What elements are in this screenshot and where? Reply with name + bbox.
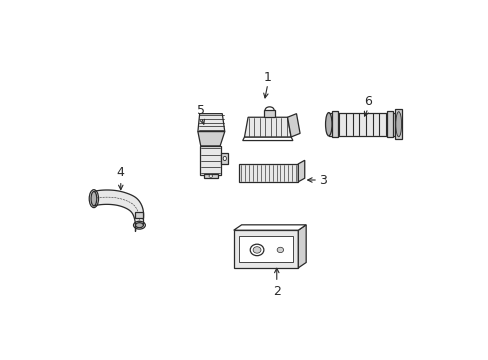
- Ellipse shape: [223, 156, 226, 161]
- Ellipse shape: [395, 112, 401, 137]
- Polygon shape: [298, 225, 305, 268]
- Polygon shape: [239, 164, 298, 182]
- Polygon shape: [394, 109, 402, 139]
- Ellipse shape: [135, 223, 143, 228]
- Polygon shape: [135, 212, 143, 218]
- Polygon shape: [94, 190, 143, 231]
- Polygon shape: [233, 225, 305, 230]
- Text: 2: 2: [272, 285, 280, 298]
- Polygon shape: [198, 132, 224, 146]
- Polygon shape: [244, 117, 290, 137]
- Ellipse shape: [250, 244, 264, 256]
- Text: 4: 4: [117, 166, 124, 179]
- Polygon shape: [264, 110, 274, 117]
- Text: 5: 5: [197, 104, 205, 117]
- Polygon shape: [221, 153, 228, 164]
- Text: 6: 6: [364, 95, 371, 108]
- Ellipse shape: [208, 175, 212, 177]
- Polygon shape: [199, 146, 221, 175]
- Polygon shape: [198, 114, 224, 132]
- Ellipse shape: [277, 247, 283, 253]
- Polygon shape: [239, 235, 292, 262]
- Ellipse shape: [253, 247, 261, 253]
- Polygon shape: [332, 111, 337, 137]
- Ellipse shape: [91, 192, 97, 206]
- Polygon shape: [242, 137, 292, 140]
- Text: 3: 3: [319, 174, 326, 186]
- Polygon shape: [287, 114, 300, 137]
- Ellipse shape: [325, 113, 331, 136]
- Text: 1: 1: [264, 71, 271, 84]
- Polygon shape: [233, 230, 298, 268]
- Polygon shape: [328, 113, 394, 136]
- Polygon shape: [298, 160, 304, 182]
- Polygon shape: [386, 111, 392, 137]
- Polygon shape: [204, 174, 217, 178]
